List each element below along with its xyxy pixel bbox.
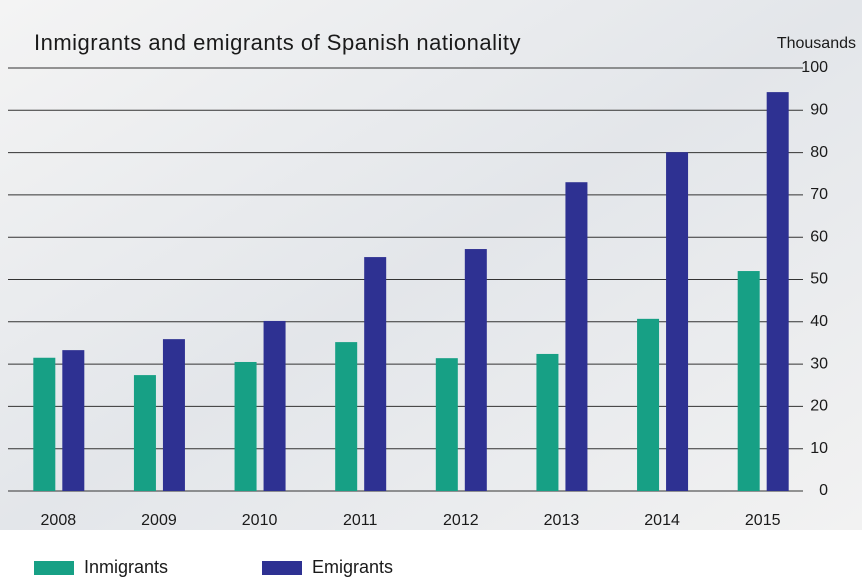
y-axis-label: Thousands	[777, 35, 856, 52]
y-tick-label: 100	[801, 59, 828, 76]
bar	[637, 318, 660, 491]
y-tick-label: 40	[810, 313, 828, 330]
bar	[435, 358, 458, 491]
legend-swatch	[34, 561, 74, 575]
bar	[737, 271, 760, 491]
bar	[33, 357, 56, 491]
y-tick-label: 70	[810, 186, 828, 203]
y-tick-label: 30	[810, 355, 828, 372]
x-tick-label: 2015	[745, 512, 781, 529]
bar	[536, 353, 559, 491]
bar	[234, 361, 257, 491]
bar	[162, 339, 185, 491]
legend-swatch	[262, 561, 302, 575]
chart-title: Inmigrants and emigrants of Spanish nati…	[34, 30, 521, 55]
bar	[133, 375, 156, 491]
bar	[666, 152, 689, 491]
x-tick-label: 2013	[544, 512, 580, 529]
photo-background	[0, 0, 862, 530]
y-tick-label: 10	[810, 440, 828, 457]
bar	[766, 92, 789, 492]
bar	[565, 182, 588, 491]
x-tick-label: 2014	[644, 512, 680, 529]
legend-label: Emigrants	[312, 557, 393, 577]
x-tick-label: 2012	[443, 512, 479, 529]
x-tick-label: 2008	[41, 512, 77, 529]
bar	[263, 320, 286, 491]
bar	[62, 350, 85, 491]
bar	[364, 257, 387, 491]
x-tick-label: 2009	[141, 512, 177, 529]
x-tick-label: 2011	[343, 512, 378, 529]
x-tick-label: 2010	[242, 512, 278, 529]
bar	[335, 342, 358, 491]
y-tick-label: 60	[810, 228, 828, 245]
y-tick-label: 50	[810, 271, 828, 288]
y-tick-label: 20	[810, 398, 828, 415]
y-tick-label: 90	[810, 102, 828, 119]
y-tick-label: 80	[810, 144, 828, 161]
y-tick-label: 0	[819, 482, 828, 499]
bar	[464, 249, 487, 491]
legend-label: Inmigrants	[84, 557, 168, 577]
